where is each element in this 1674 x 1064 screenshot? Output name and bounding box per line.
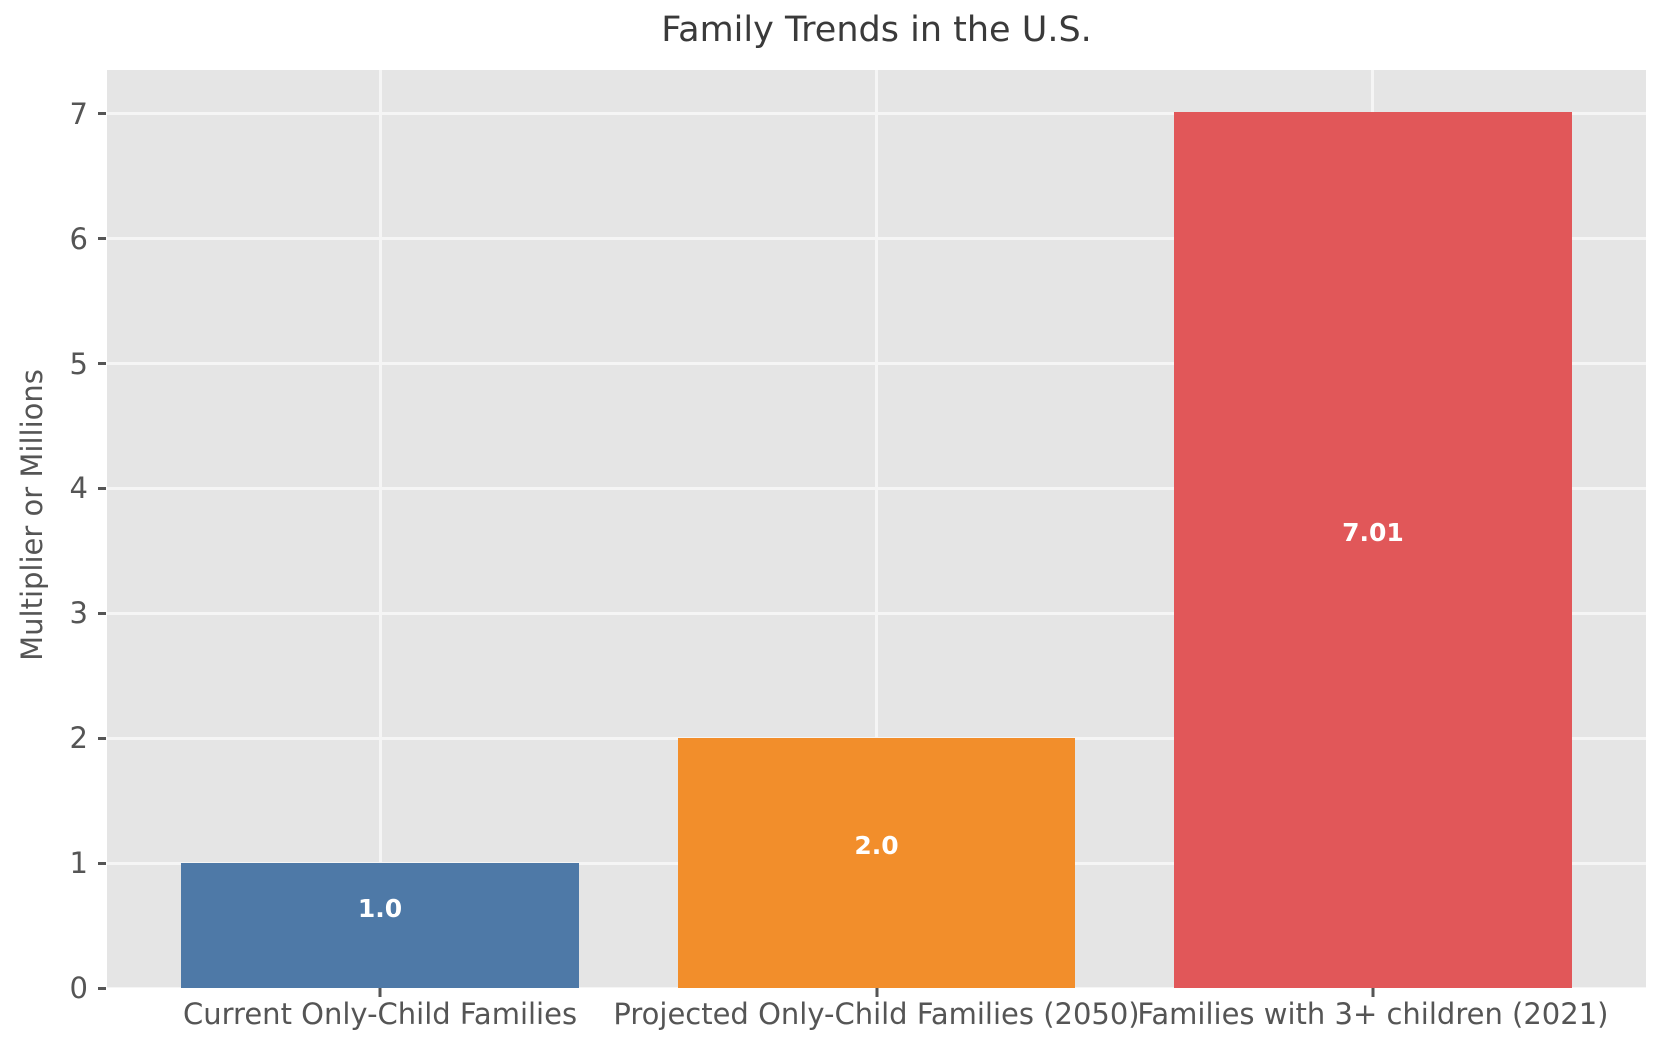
x-tick-mark <box>1371 988 1375 997</box>
x-tick-label: Projected Only-Child Families (2050) <box>613 997 1140 1031</box>
bar-value-label: 2.0 <box>854 831 899 861</box>
gridline-vertical <box>875 70 878 988</box>
y-tick-mark <box>98 237 106 241</box>
bar: 7.01 <box>1174 112 1572 988</box>
y-tick-mark <box>98 986 106 990</box>
y-tick-mark <box>98 112 106 116</box>
bar: 1.0 <box>181 863 579 988</box>
x-tick-mark <box>875 988 878 997</box>
gridline-vertical <box>378 70 382 988</box>
y-tick-label: 3 <box>69 596 88 631</box>
y-tick-label: 5 <box>69 346 88 381</box>
y-tick-label: 7 <box>69 96 88 131</box>
y-tick-label: 2 <box>69 721 88 756</box>
y-tick-mark <box>98 861 106 865</box>
y-tick-mark <box>98 611 106 615</box>
y-tick-label: 1 <box>69 846 88 881</box>
bar-value-label: 1.0 <box>357 893 403 923</box>
y-tick-label: 0 <box>69 971 88 1005</box>
x-tick-mark <box>378 988 382 997</box>
y-tick-label: 6 <box>69 221 88 256</box>
plot-area: 1.0 2.0 7.01 <box>107 70 1646 988</box>
y-tick-mark <box>98 362 106 365</box>
bar: 2.0 <box>677 738 1076 988</box>
y-tick-mark <box>98 486 106 490</box>
y-tick-mark <box>98 736 106 740</box>
x-tick-label: Current Only-Child Families <box>183 997 578 1031</box>
chart-title: Family Trends in the U.S. <box>661 10 1092 50</box>
x-tick-label: Families with 3+ children (2021) <box>1137 997 1609 1031</box>
bar-value-label: 7.01 <box>1342 518 1404 548</box>
y-tick-label: 4 <box>69 471 88 506</box>
